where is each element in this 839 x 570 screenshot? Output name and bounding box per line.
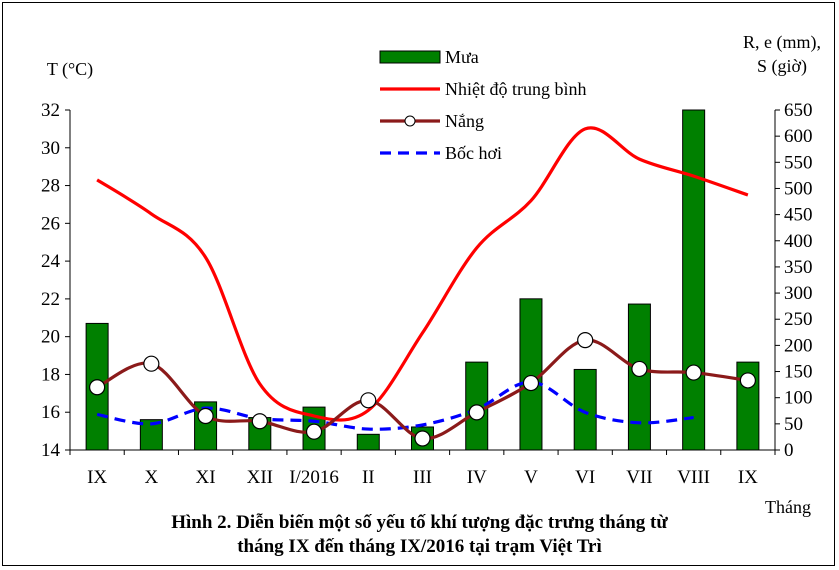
x-tick-label-8: IV: [467, 467, 487, 488]
left-tick-label-1: 14: [41, 440, 61, 461]
right-tick-label-7: 300: [784, 283, 813, 304]
right-axis-title-line-2: S (giờ): [757, 56, 807, 77]
right-tick-label-9: 400: [784, 231, 813, 252]
left-tick-label-6: 24: [41, 251, 61, 272]
legend-label-1: Mưa: [445, 47, 479, 67]
left-tick-label-7: 26: [41, 213, 60, 234]
right-tick-label-5: 200: [784, 335, 813, 356]
x-tick-label-4: XII: [247, 467, 273, 488]
x-tick-label-5: I/2016: [289, 467, 339, 488]
x-tick-label-7: III: [413, 467, 432, 488]
legend-label-3: Nắng: [445, 111, 484, 131]
x-tick-label-11: VII: [626, 467, 652, 488]
right-tick-label-10: 450: [784, 205, 813, 226]
left-tick-label-4: 20: [41, 327, 60, 348]
right-tick-label-2: 50: [784, 414, 803, 435]
right-tick-label-12: 550: [784, 152, 813, 173]
sunshine-marker-4: [251, 413, 268, 430]
sunshine-marker-2: [143, 355, 160, 372]
left-tick-label-10: 32: [41, 100, 60, 121]
sunshine-marker-1: [89, 379, 106, 396]
sunshine-marker-8: [468, 404, 485, 421]
legend-marker-sunshine: [404, 115, 416, 127]
sunshine-marker-9: [522, 374, 540, 392]
left-tick-label-5: 22: [41, 289, 60, 310]
temperature-line: [96, 126, 749, 422]
right-tick-label-11: 500: [784, 178, 813, 199]
left-axis-title: T (°C): [47, 59, 93, 80]
sunshine-marker-10: [577, 332, 594, 349]
legend-swatch-rain: [379, 50, 441, 64]
x-tick-label-9: V: [524, 467, 538, 488]
caption-line-2: tháng IX đến tháng IX/2016 tại trạm Việt…: [237, 536, 602, 557]
x-axis-title: Tháng: [765, 497, 811, 517]
sunshine-marker-11: [631, 360, 648, 378]
right-tick-label-1: 0: [784, 440, 794, 461]
rain-bar-6: [356, 433, 380, 451]
sunshine-marker-7: [414, 430, 431, 447]
rain-bar-9: [519, 298, 543, 451]
x-tick-label-10: VI: [575, 467, 595, 488]
x-tick-label-13: IX: [738, 467, 758, 488]
sunshine-marker-3: [197, 407, 214, 425]
caption-line-1: Hình 2. Diễn biến một số yếu tố khí tượn…: [171, 512, 668, 533]
x-tick-label-6: II: [362, 467, 375, 488]
sunshine-marker-5: [305, 423, 323, 440]
left-tick-label-2: 16: [41, 402, 60, 423]
right-tick-label-6: 250: [784, 309, 813, 330]
left-tick-label-9: 30: [41, 138, 60, 159]
sunshine-marker-12: [685, 364, 702, 381]
right-axis-title-line-1: R, e (mm),: [743, 32, 821, 53]
x-tick-label-2: X: [144, 467, 158, 488]
rain-bar-10: [573, 368, 597, 451]
sunshine-marker-6: [360, 392, 377, 409]
evaporation-line: [96, 380, 694, 431]
rain-bar-11: [627, 303, 651, 451]
x-tick-label-3: XI: [196, 467, 216, 488]
right-tick-label-14: 650: [784, 100, 813, 121]
left-tick-label-8: 28: [41, 176, 60, 197]
x-tick-label-1: IX: [87, 467, 107, 488]
right-tick-label-13: 600: [784, 126, 813, 147]
left-tick-label-3: 18: [41, 364, 60, 385]
right-tick-label-4: 150: [784, 362, 813, 383]
x-tick-label-12: VIII: [677, 467, 710, 488]
right-tick-label-8: 350: [784, 257, 813, 278]
legend-label-2: Nhiệt độ trung bình: [445, 79, 587, 99]
legend-label-4: Bốc hơi: [445, 143, 502, 163]
rain-bar-12: [682, 109, 706, 451]
sunshine-marker-13: [739, 372, 756, 389]
right-tick-label-3: 100: [784, 388, 813, 409]
